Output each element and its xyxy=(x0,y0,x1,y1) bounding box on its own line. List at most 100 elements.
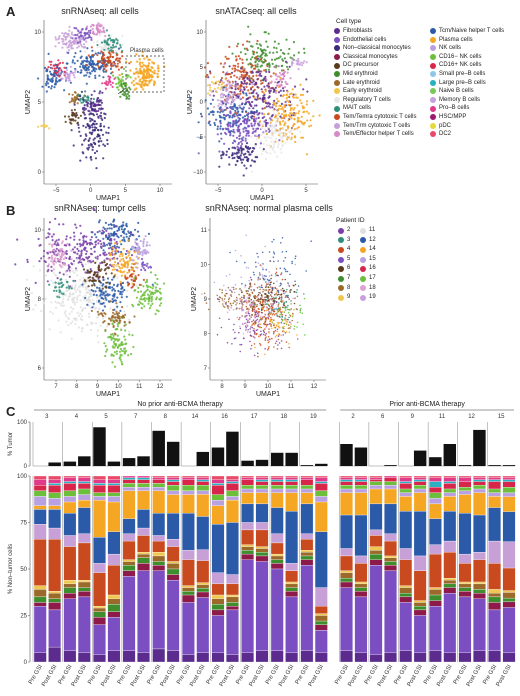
umap-point xyxy=(216,128,219,131)
umap-point xyxy=(240,142,244,146)
legend-label: Endothelial cells xyxy=(343,36,387,43)
umap-point xyxy=(118,265,121,268)
umap-point xyxy=(70,33,73,36)
umap-point xyxy=(277,289,280,292)
umap-point xyxy=(244,152,247,155)
umap-point xyxy=(99,29,102,32)
umap-point xyxy=(250,77,253,80)
umap-point xyxy=(226,71,229,74)
umap-point xyxy=(248,92,251,95)
umap-point xyxy=(264,313,266,315)
umap-point xyxy=(262,263,265,265)
composition-segment xyxy=(48,527,62,540)
umap-point xyxy=(269,320,271,323)
umap-point xyxy=(291,128,294,131)
umap-point xyxy=(279,127,282,130)
composition-segment xyxy=(63,490,77,497)
umap-point xyxy=(121,281,124,285)
umap-point xyxy=(106,257,109,260)
umap-point xyxy=(248,296,251,299)
umap-point xyxy=(229,294,232,296)
umap-point xyxy=(103,244,106,247)
umap-point xyxy=(47,66,50,69)
umap-point xyxy=(47,257,50,260)
umap-point xyxy=(284,278,286,281)
umap-cluster xyxy=(223,286,281,339)
cell-type-legend-item: Classical monocytes xyxy=(334,53,416,62)
umap-point xyxy=(135,296,138,299)
umap-point xyxy=(93,284,96,287)
umap-point xyxy=(117,78,120,81)
umap-point xyxy=(76,46,79,49)
umap-point xyxy=(224,85,227,88)
umap-point xyxy=(130,352,133,356)
umap-point xyxy=(221,297,223,300)
umap-point xyxy=(253,343,256,345)
composition-segment xyxy=(63,483,77,492)
umap-point xyxy=(98,99,101,102)
umap-point xyxy=(271,337,273,340)
umap-point xyxy=(96,26,99,29)
umap-point xyxy=(267,286,270,289)
umap-point xyxy=(91,118,94,122)
umap-point xyxy=(160,297,163,300)
umap-point xyxy=(282,290,285,292)
umap-point xyxy=(233,323,235,326)
umap-point xyxy=(91,299,94,302)
umap-point xyxy=(102,291,105,294)
umap-point xyxy=(98,299,101,302)
umap-point xyxy=(256,332,258,335)
umap-point xyxy=(290,103,293,106)
umap-point xyxy=(254,346,256,349)
x-tick-label: 7 xyxy=(54,384,58,390)
umap-cluster xyxy=(82,261,116,290)
umap-point xyxy=(239,288,241,290)
umap-point xyxy=(226,83,229,86)
umap-point xyxy=(270,316,272,319)
legend-swatch xyxy=(338,275,344,282)
umap-point xyxy=(86,271,89,274)
umap-point xyxy=(67,285,70,288)
umap-point xyxy=(291,58,294,61)
umap-point xyxy=(91,23,94,26)
umap-point xyxy=(42,302,45,305)
umap-point xyxy=(256,85,259,89)
umap-point xyxy=(70,118,73,121)
umap-point xyxy=(61,32,64,35)
umap-point xyxy=(279,78,282,81)
umap-point xyxy=(80,34,83,37)
umap-point xyxy=(100,242,103,246)
umap-point xyxy=(266,144,269,147)
umap-point xyxy=(51,243,54,246)
umap-point xyxy=(107,126,110,129)
umap-point xyxy=(258,310,260,313)
umap-point xyxy=(291,262,293,265)
umap-point xyxy=(64,278,67,281)
umap-point xyxy=(81,27,84,31)
umap-point xyxy=(209,123,212,127)
umap-point xyxy=(70,41,73,45)
umap-cluster xyxy=(253,291,298,356)
umap-point xyxy=(265,286,267,289)
umap-point xyxy=(111,289,114,292)
umap-point xyxy=(58,286,61,289)
umap-point xyxy=(282,89,285,92)
umap-point xyxy=(299,99,302,102)
umap-point xyxy=(111,314,114,317)
umap-point xyxy=(281,251,284,253)
umap-point xyxy=(225,89,228,93)
umap-point xyxy=(85,32,88,35)
umap-point xyxy=(91,70,94,73)
umap-point xyxy=(285,38,288,41)
umap-point xyxy=(145,250,148,253)
umap-point xyxy=(299,309,302,312)
umap-point xyxy=(68,25,71,28)
umap-point xyxy=(247,63,250,66)
umap-point xyxy=(239,350,241,353)
umap-point xyxy=(134,277,138,280)
umap-point xyxy=(109,64,113,67)
composition-segment xyxy=(63,475,77,479)
umap-point xyxy=(107,336,110,339)
umap-point xyxy=(283,301,285,304)
cell-type-legend-item: Plasma cells xyxy=(430,36,504,45)
